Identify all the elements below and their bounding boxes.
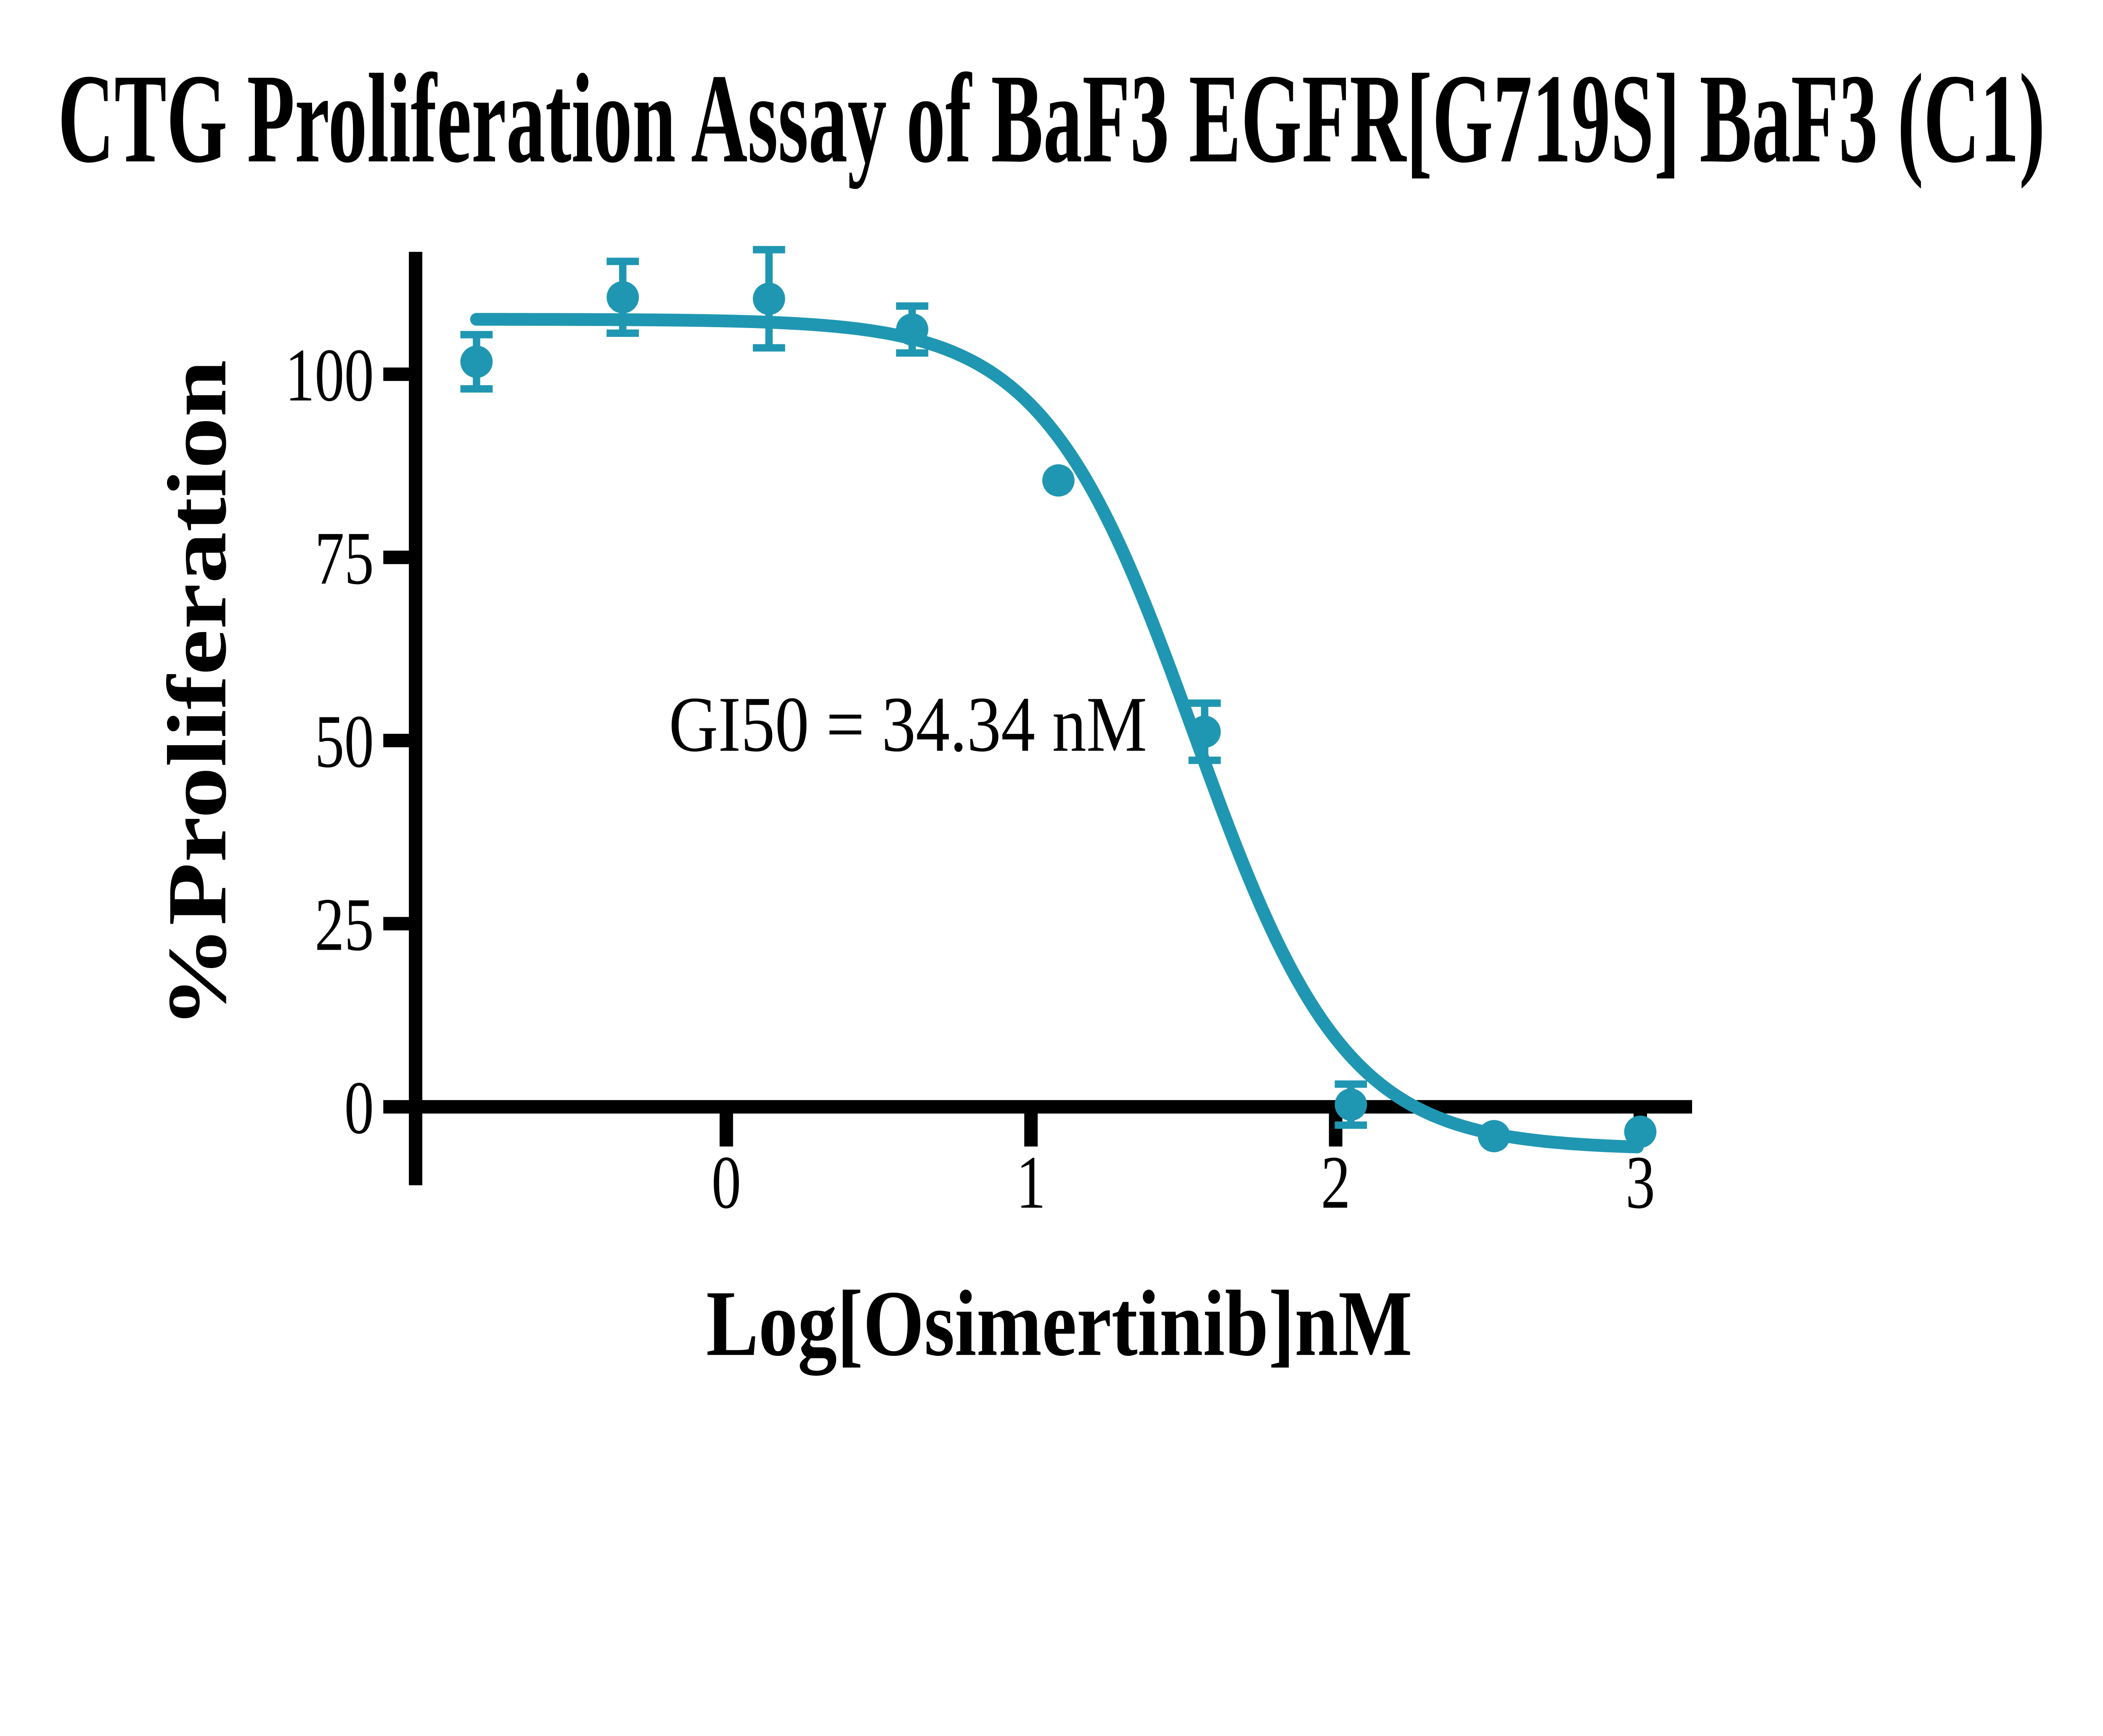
error-bar-cap-bottom bbox=[752, 344, 785, 352]
error-bar-cap-top bbox=[460, 331, 493, 339]
data-point-marker bbox=[1335, 1088, 1367, 1121]
error-bar-cap-top bbox=[607, 257, 639, 265]
data-point-marker bbox=[896, 313, 929, 346]
dose-response-chart: 0 1 2 3 0 25 50 75 100 CTG Proliferation Assay o… bbox=[0, 0, 2103, 1388]
tick-labels: 0 1 2 3 0 25 50 75 100 bbox=[285, 333, 1655, 1224]
data-point-marker bbox=[460, 345, 493, 378]
x-tick-label: 3 bbox=[1626, 1141, 1655, 1224]
data-point-marker bbox=[607, 281, 639, 314]
error-bar-cap-top bbox=[896, 302, 929, 310]
y-axis-label: %Proliferation bbox=[151, 360, 244, 1029]
data-point bbox=[896, 302, 929, 357]
x-tick-label: 2 bbox=[1321, 1141, 1350, 1224]
data-point bbox=[752, 246, 785, 352]
data-point bbox=[607, 257, 639, 337]
data-point-marker bbox=[1042, 464, 1075, 497]
x-tick-label: 0 bbox=[712, 1141, 741, 1224]
data-point bbox=[1335, 1080, 1367, 1129]
gi50-annotation: GI50 = 34.34 nM bbox=[669, 680, 1147, 768]
y-tick-label: 50 bbox=[315, 699, 374, 783]
y-tick-label: 25 bbox=[315, 883, 374, 966]
chart-background bbox=[0, 0, 2103, 1388]
chart-title: CTG Proliferation Assay of BaF3 EGFR[G71… bbox=[58, 48, 2045, 189]
data-point bbox=[1188, 699, 1221, 764]
error-bar-cap-bottom bbox=[896, 349, 929, 357]
data-point-marker bbox=[752, 283, 785, 315]
data-point bbox=[460, 331, 493, 393]
error-bar-cap-bottom bbox=[607, 329, 639, 337]
error-bar-cap-bottom bbox=[460, 385, 493, 393]
x-axis-label: Log[Osimertinib]nM bbox=[706, 1272, 1412, 1376]
error-bar-cap-bottom bbox=[1188, 757, 1221, 764]
y-tick-label: 75 bbox=[315, 516, 374, 600]
error-bar-cap-top bbox=[1188, 699, 1221, 707]
data-point-marker bbox=[1478, 1120, 1510, 1152]
fit-curve bbox=[470, 313, 1644, 1154]
data-points-layer bbox=[460, 246, 1657, 1152]
fit-curve-layer bbox=[470, 313, 1644, 1154]
data-point-marker bbox=[1188, 715, 1221, 748]
x-tick-label: 1 bbox=[1016, 1141, 1046, 1224]
data-point bbox=[1478, 1120, 1510, 1152]
y-tick-label: 100 bbox=[285, 333, 374, 417]
error-bar-cap-top bbox=[752, 246, 785, 254]
y-tick-label: 0 bbox=[344, 1066, 374, 1149]
axes bbox=[383, 251, 1692, 1186]
error-bar-cap-bottom bbox=[1335, 1121, 1367, 1129]
figure: 0 1 2 3 0 25 50 75 100 CTG Proliferation Assay o… bbox=[0, 0, 2103, 1388]
data-point bbox=[1624, 1115, 1657, 1148]
data-point-marker bbox=[1624, 1115, 1657, 1148]
data-point bbox=[1042, 464, 1075, 497]
error-bar-cap-top bbox=[1335, 1080, 1367, 1088]
